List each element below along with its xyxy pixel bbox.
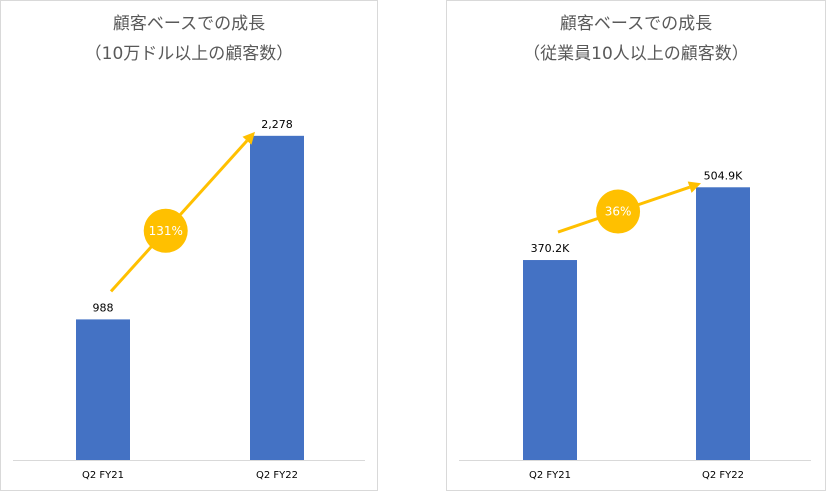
chart-subtitle: （10万ドル以上の顧客数）	[84, 44, 294, 64]
chart-subtitle: （従業員10人以上の顧客数）	[523, 44, 749, 64]
data-label: 2,278	[261, 118, 293, 131]
chart-title: 顧客ベースでの成長	[559, 14, 713, 34]
chart-plot: 370.2K Q2 FY21 504.9K Q2 FY22 36%	[459, 169, 811, 481]
data-label: 370.2K	[531, 242, 570, 255]
growth-label: 131%	[149, 224, 183, 238]
growth-arrow-head	[687, 181, 701, 193]
x-tick-label: Q2 FY21	[82, 470, 124, 481]
growth-label: 36%	[605, 205, 632, 219]
x-tick-label: Q2 FY22	[702, 470, 744, 481]
data-label: 988	[93, 301, 114, 314]
x-tick-label: Q2 FY22	[256, 470, 298, 481]
chart-plot: 988 Q2 FY21 2,278 Q2 FY22 131%	[13, 118, 365, 481]
chart-title: 顧客ベースでの成長	[112, 14, 266, 34]
bar	[696, 187, 750, 461]
x-tick-label: Q2 FY21	[529, 470, 571, 481]
growth-arrow-head	[242, 131, 255, 145]
data-label: 504.9K	[704, 169, 743, 182]
bar	[76, 319, 130, 460]
growth-badge	[143, 208, 188, 253]
bar	[523, 260, 577, 460]
growth-badge	[596, 189, 641, 234]
bar	[250, 135, 304, 461]
chart-panel-customers-10-employees: 顧客ベースでの成長 （従業員10人以上の顧客数） 370.2K Q2 FY21 50…	[446, 0, 826, 491]
chart-panel-customers-100k: 顧客ベースでの成長 （10万ドル以上の顧客数） 988 Q2 FY21 2,278 Q…	[0, 0, 378, 491]
